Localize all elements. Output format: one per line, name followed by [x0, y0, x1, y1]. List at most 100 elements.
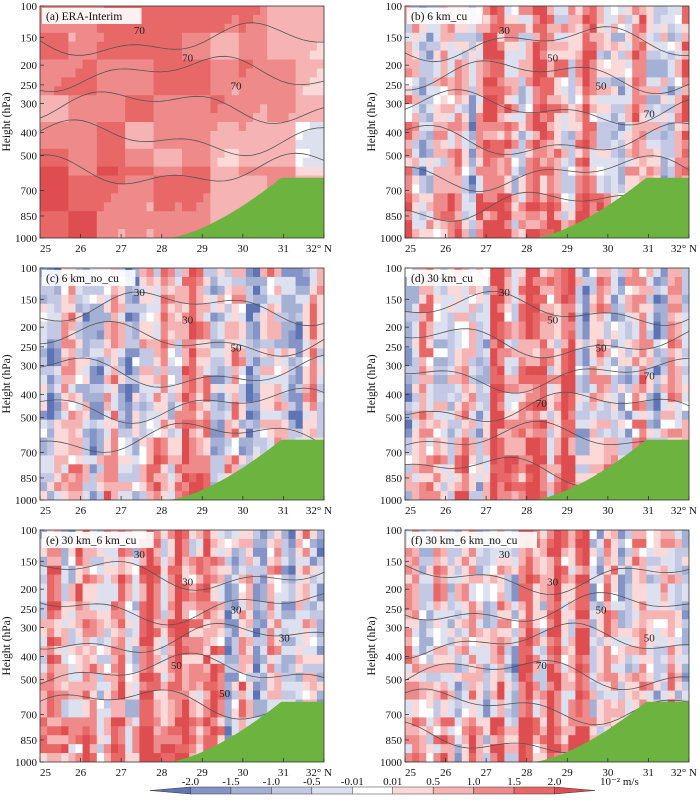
shade-cell [89, 726, 98, 736]
shade-cell [405, 285, 413, 296]
shade-cell [603, 166, 612, 177]
shade-cell [139, 139, 148, 150]
shade-cell [82, 113, 91, 123]
shade-cell [118, 610, 126, 620]
shade-cell [182, 437, 190, 448]
shade-cell [575, 446, 584, 456]
shade-cell [447, 32, 456, 43]
shade-cell [610, 59, 619, 70]
shade-cell [419, 366, 427, 376]
shade-cell [639, 6, 647, 16]
shade-cell [433, 104, 442, 114]
shade-cell [82, 547, 91, 558]
contour-label: 70 [644, 370, 656, 382]
shade-cell [646, 32, 655, 43]
shade-cell [426, 130, 434, 141]
shade-cell [316, 113, 324, 123]
shade-cell [61, 619, 69, 629]
shade-cell [103, 294, 112, 305]
shade-cell [260, 14, 268, 25]
shade-cell [75, 619, 84, 629]
shade-cell [547, 276, 555, 287]
shade-cell [224, 50, 233, 61]
shade-cell [596, 184, 605, 194]
shade-cell [54, 428, 62, 439]
shade-cell [196, 708, 204, 718]
shade-cell [504, 375, 513, 385]
shade-cell [653, 321, 662, 332]
shade-cell [468, 339, 477, 349]
shade-cell [589, 6, 598, 16]
shade-cell [412, 202, 420, 212]
shade-cell [433, 392, 442, 403]
shade-cell [461, 312, 470, 323]
shade-cell [309, 32, 318, 43]
shade-cell [260, 148, 268, 159]
shade-cell [497, 202, 505, 212]
shade-cell [490, 348, 498, 358]
shade-cell [153, 211, 162, 221]
shade-cell [146, 32, 155, 43]
shade-cell [153, 455, 162, 465]
shade-cell [309, 285, 318, 296]
shade-cell [40, 753, 48, 762]
shade-cell [405, 491, 413, 500]
shade-cell [203, 41, 211, 52]
shade-cell [468, 148, 477, 159]
shade-cell [217, 375, 226, 385]
x-tick-label: 32° N [671, 505, 697, 517]
shade-cell [596, 14, 605, 25]
shade-cell [667, 303, 676, 314]
shade-cell [68, 619, 77, 629]
shade-cell [160, 14, 169, 25]
shade-cell [426, 148, 434, 159]
shade-cell [554, 113, 562, 123]
shade-cell [118, 672, 126, 683]
shade-cell [68, 166, 77, 177]
shade-cell [260, 392, 268, 403]
shade-cell [316, 95, 324, 105]
shade-cell [132, 592, 140, 602]
shade-cell [196, 726, 204, 736]
shade-cell [68, 211, 77, 221]
shade-cell [288, 303, 297, 314]
shade-cell [68, 574, 77, 585]
shade-cell [267, 357, 275, 367]
shade-cell [539, 294, 548, 305]
shade-cell [210, 410, 219, 421]
shade-cell [267, 23, 275, 34]
shade-cell [146, 547, 155, 558]
shade-cell [111, 95, 119, 105]
shade-cell [103, 726, 112, 736]
shade-cell [575, 294, 584, 305]
shade-cell [217, 23, 226, 34]
shade-cell [231, 330, 240, 340]
shade-cell [295, 276, 304, 287]
shade-cell [217, 86, 226, 96]
shade-cell [476, 464, 484, 474]
shade-cell [96, 104, 105, 114]
shade-cell [146, 59, 155, 70]
shade-cell [461, 366, 470, 376]
shade-cell [75, 303, 84, 314]
shade-cell [316, 59, 324, 70]
shade-cell [153, 646, 162, 656]
shade-cell [281, 321, 290, 332]
shade-cell [561, 276, 569, 287]
shade-cell [54, 637, 62, 647]
shade-cell [139, 565, 148, 576]
shade-cell [167, 410, 176, 421]
shade-cell [68, 637, 77, 647]
shade-cell [118, 708, 126, 718]
shade-cell [295, 339, 304, 349]
shade-cell [167, 384, 176, 394]
shade-cell [61, 708, 69, 718]
shade-cell [547, 348, 555, 358]
shade-cell [231, 375, 240, 385]
shade-cell [40, 401, 48, 412]
shade-cell [454, 446, 463, 456]
shade-cell [632, 312, 640, 323]
shade-cell [167, 41, 176, 52]
shade-cell [539, 23, 548, 34]
shade-cell [589, 464, 598, 474]
